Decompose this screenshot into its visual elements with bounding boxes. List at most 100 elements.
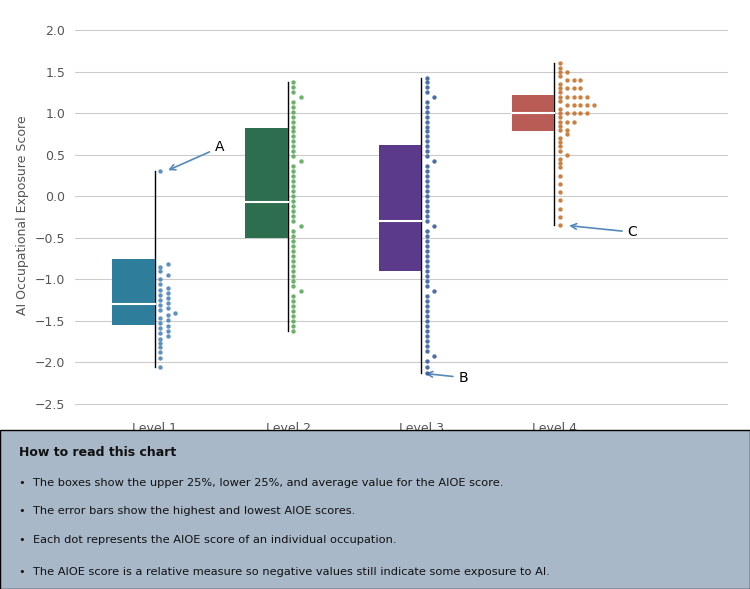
Point: [287, 127, 299, 136]
Point: [554, 84, 566, 93]
Point: [554, 104, 566, 114]
Point: [154, 353, 166, 363]
Point: [554, 221, 566, 230]
Point: [421, 161, 433, 171]
Point: [287, 316, 299, 326]
Point: [421, 217, 433, 226]
Point: [421, 326, 433, 336]
Point: [154, 313, 166, 322]
Point: [161, 315, 173, 325]
Point: [554, 63, 566, 72]
Point: [421, 252, 433, 261]
Text: •  Each dot represents the AIOE score of an individual occupation.: • Each dot represents the AIOE score of …: [19, 535, 396, 545]
Point: [421, 132, 433, 141]
Point: [287, 282, 299, 291]
Point: [554, 142, 566, 151]
Point: [421, 201, 433, 211]
Point: [287, 301, 299, 310]
Point: [154, 324, 166, 333]
Point: [421, 117, 433, 126]
Point: [588, 100, 600, 110]
Point: [554, 171, 566, 180]
Point: [568, 92, 580, 101]
Point: [421, 181, 433, 191]
Text: •  The AIOE score is a relative measure so negative values still indicate some e: • The AIOE score is a relative measure s…: [19, 567, 550, 577]
Point: [561, 129, 573, 138]
Point: [421, 177, 433, 186]
FancyBboxPatch shape: [0, 430, 750, 589]
Point: [428, 351, 440, 360]
Point: [561, 92, 573, 101]
Point: [154, 362, 166, 371]
Point: [561, 117, 573, 126]
Point: [568, 108, 580, 118]
Point: [421, 227, 433, 236]
Point: [287, 177, 299, 186]
Point: [287, 132, 299, 141]
Point: [287, 197, 299, 206]
Point: [287, 252, 299, 261]
Point: [161, 321, 173, 330]
Point: [581, 92, 593, 101]
Point: [421, 321, 433, 330]
Point: [154, 343, 166, 352]
Bar: [512, 95, 554, 131]
Point: [287, 306, 299, 316]
Point: [421, 152, 433, 161]
Point: [421, 246, 433, 256]
Point: [287, 191, 299, 201]
Point: [295, 286, 307, 296]
Point: [287, 217, 299, 226]
Point: [421, 167, 433, 176]
Point: [154, 296, 166, 305]
Point: [421, 191, 433, 201]
Point: [428, 286, 440, 296]
Point: [561, 100, 573, 110]
Point: [287, 107, 299, 116]
Text: •  The boxes show the upper 25%, lower 25%, and average value for the AIOE score: • The boxes show the upper 25%, lower 25…: [19, 478, 503, 488]
Point: [154, 318, 166, 327]
Point: [581, 100, 593, 110]
Point: [421, 282, 433, 291]
Point: [428, 157, 440, 166]
Point: [421, 272, 433, 281]
Point: [287, 256, 299, 266]
Point: [574, 84, 586, 93]
Point: [554, 80, 566, 89]
Bar: [245, 128, 288, 238]
Point: [554, 158, 566, 168]
Point: [161, 260, 173, 269]
Point: [554, 187, 566, 197]
Point: [287, 122, 299, 131]
Point: [154, 279, 166, 288]
Bar: [379, 145, 422, 271]
Point: [554, 204, 566, 213]
Point: [554, 59, 566, 68]
Point: [154, 329, 166, 338]
Point: [421, 97, 433, 106]
Point: [421, 102, 433, 111]
Point: [421, 311, 433, 320]
Point: [421, 306, 433, 316]
Point: [561, 125, 573, 134]
Point: [574, 75, 586, 85]
Point: [554, 108, 566, 118]
Point: [421, 147, 433, 156]
Text: How to read this chart: How to read this chart: [19, 446, 176, 459]
Point: [161, 303, 173, 312]
Point: [421, 142, 433, 151]
Point: [287, 97, 299, 106]
Point: [554, 88, 566, 97]
Point: [554, 125, 566, 134]
Point: [161, 288, 173, 297]
Point: [421, 262, 433, 271]
Point: [421, 74, 433, 83]
Point: [287, 262, 299, 271]
Point: [287, 171, 299, 181]
Point: [154, 338, 166, 348]
Point: [421, 77, 433, 87]
Point: [161, 298, 173, 307]
Point: [421, 107, 433, 116]
Point: [161, 331, 173, 340]
Point: [287, 87, 299, 97]
